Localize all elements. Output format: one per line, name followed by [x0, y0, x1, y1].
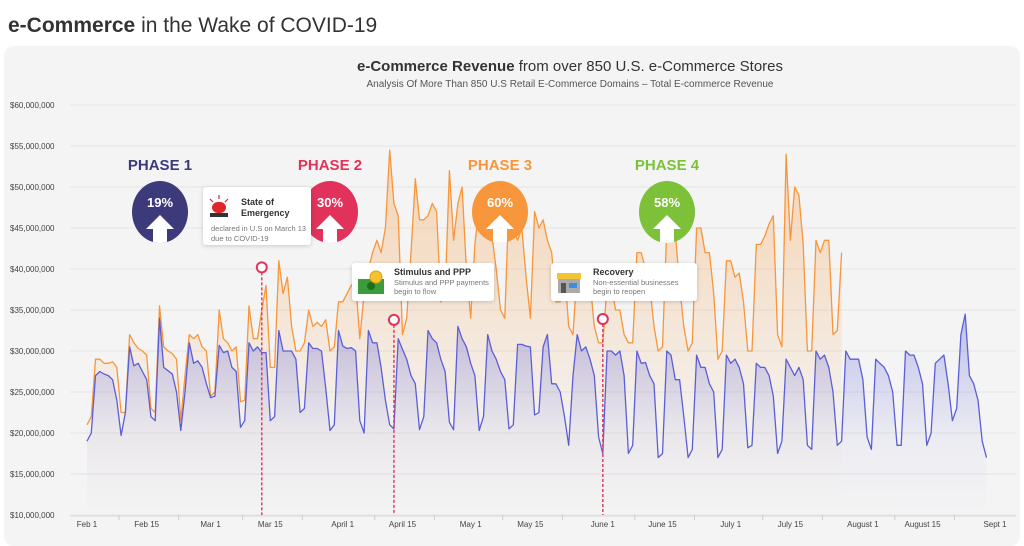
blue-series-line [86, 313, 988, 459]
x-tick-label: Feb 15 [134, 520, 159, 529]
x-tick-label: June 15 [648, 520, 677, 529]
x-tick-label: May 1 [460, 520, 482, 529]
event-text: Non-essential businesses begin to reopen [593, 278, 679, 296]
phase-label: PHASE 3 [467, 157, 533, 174]
phase-growth-badge: 58% [639, 181, 695, 243]
event-tooltip: Stimulus and PPP Stimulus and PPP payment… [352, 263, 494, 301]
x-tick-label: Feb 1 [77, 520, 98, 529]
orange-series-line [86, 149, 843, 426]
event-title: State of Emergency [241, 197, 290, 218]
y-tick-label: $25,000,000 [10, 388, 55, 397]
phase-percent: 60% [486, 195, 514, 210]
phase-growth-badge: 30% [302, 181, 358, 243]
phase-growth-badge: 19% [132, 181, 188, 243]
x-tick-label: August 1 [847, 520, 879, 529]
arrow-up-icon [146, 215, 174, 229]
event-marker [596, 313, 609, 326]
y-tick-label: $35,000,000 [10, 306, 55, 315]
phase-label: PHASE 1 [127, 157, 193, 174]
y-tick-label: $45,000,000 [10, 224, 55, 233]
event-marker [255, 261, 268, 274]
x-tick-label: June 1 [591, 520, 616, 529]
y-tick-label: $55,000,000 [10, 142, 55, 151]
phase-percent: 30% [316, 195, 344, 210]
phase-percent: 58% [653, 195, 681, 210]
event-text: declared in U.S on March 13 due to COVID… [211, 224, 307, 243]
arrow-up-icon [316, 215, 344, 229]
y-tick-label: $50,000,000 [10, 183, 55, 192]
phase-label: PHASE 2 [297, 157, 363, 174]
arrow-up-stem [153, 228, 167, 243]
page-title: e-Commerce in the Wake of COVID-19 [8, 14, 378, 37]
event-title: Stimulus and PPP [394, 267, 472, 277]
x-tick-label: April 15 [389, 520, 417, 529]
arrow-up-stem [323, 228, 337, 243]
phase-percent: 19% [146, 195, 174, 210]
x-tick-label: July 1 [720, 520, 741, 529]
arrow-up-icon [653, 215, 681, 229]
event-text: Stimulus and PPP payments begin to flow [394, 278, 489, 296]
phase-growth-badge: 60% [472, 181, 528, 243]
y-tick-label: $60,000,000 [10, 101, 55, 110]
x-tick-label: July 15 [778, 520, 804, 529]
event-tooltip: State of Emergency declared in U.S on Mar… [203, 187, 311, 245]
arrow-up-icon [486, 215, 514, 229]
event-tooltip: Recovery Non-essential businesses begin t… [551, 263, 697, 301]
chart-title: e-Commerce Revenue from over 850 U.S. e-… [357, 58, 783, 75]
chart-subtitle: Analysis Of More Than 850 U.S Retail E-C… [366, 79, 774, 90]
event-marker [387, 313, 400, 326]
blue-series-area [87, 314, 987, 515]
x-tick-label: May 15 [517, 520, 544, 529]
y-tick-label: $40,000,000 [10, 265, 55, 274]
y-tick-label: $10,000,000 [10, 511, 55, 520]
y-tick-label: $20,000,000 [10, 429, 55, 438]
event-title: Recovery [593, 267, 634, 277]
x-tick-label: Sept 1 [983, 520, 1007, 529]
phase-label: PHASE 4 [634, 157, 700, 174]
x-tick-label: Mar 1 [200, 520, 221, 529]
x-tick-label: Mar 15 [258, 520, 283, 529]
y-tick-label: $30,000,000 [10, 347, 55, 356]
x-tick-label: August 15 [905, 520, 942, 529]
x-tick-label: April 1 [331, 520, 354, 529]
arrow-up-stem [493, 228, 507, 243]
arrow-up-stem [660, 228, 674, 243]
y-tick-label: $15,000,000 [10, 470, 55, 479]
